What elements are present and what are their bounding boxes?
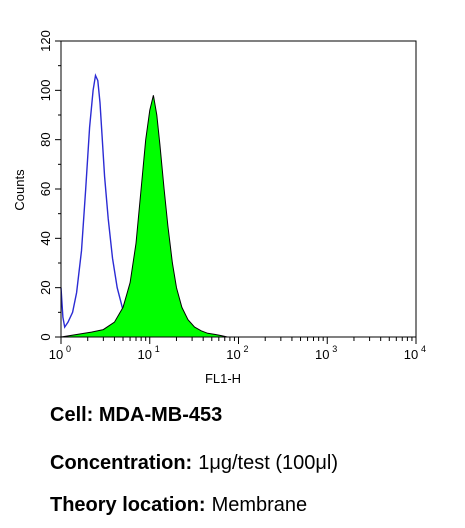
y-tick-label-6: 120 [38, 30, 53, 52]
series-1-fill [61, 95, 228, 337]
x-tick-exponent-3: 3 [332, 344, 337, 354]
y-tick-label-0: 0 [38, 333, 53, 340]
y-tick-label-2: 40 [38, 231, 53, 245]
y-tick-label-5: 100 [38, 79, 53, 101]
y-axis-title: Counts [12, 169, 27, 211]
y-tick-label-1: 20 [38, 280, 53, 294]
y-tick-label-4: 80 [38, 132, 53, 146]
y-axis-ticks: 0 20 40 60 80 100 120 [38, 30, 61, 341]
y-tick-label-3: 60 [38, 182, 53, 196]
caption-cell-label: Cell: MDA-MB-453 [50, 404, 223, 426]
series-layer [60, 73, 228, 338]
x-tick-label-4: 10 [404, 347, 418, 362]
x-tick-label-1: 10 [138, 347, 152, 362]
x-axis-title: FL1-H [205, 371, 241, 386]
caption-theory-label: Theory location: [50, 494, 206, 516]
x-tick-label-0: 10 [49, 347, 63, 362]
caption-concentration-label: Concentration: [50, 452, 193, 474]
x-tick-exponent-0: 0 [66, 344, 71, 354]
x-tick-exponent-2: 2 [244, 344, 249, 354]
caption-cell: Cell: MDA-MB-453 [50, 404, 228, 427]
x-tick-label-3: 10 [315, 347, 329, 362]
series-1-outline [60, 95, 228, 338]
plot-background [0, 0, 465, 400]
x-tick-label-2: 10 [226, 347, 240, 362]
caption-theory-location: Theory location: Membrane [50, 494, 307, 517]
x-tick-exponent-1: 1 [155, 344, 160, 354]
caption-theory-value: Membrane [211, 494, 308, 516]
caption-concentration: Concentration: 1μg/test (100μl) [50, 452, 338, 475]
x-tick-exponent-4: 4 [421, 344, 426, 354]
caption-concentration-value: 1μg/test (100μl) [198, 452, 338, 474]
x-axis-ticks: 10 0 10 1 10 2 10 3 10 4 [49, 337, 426, 362]
